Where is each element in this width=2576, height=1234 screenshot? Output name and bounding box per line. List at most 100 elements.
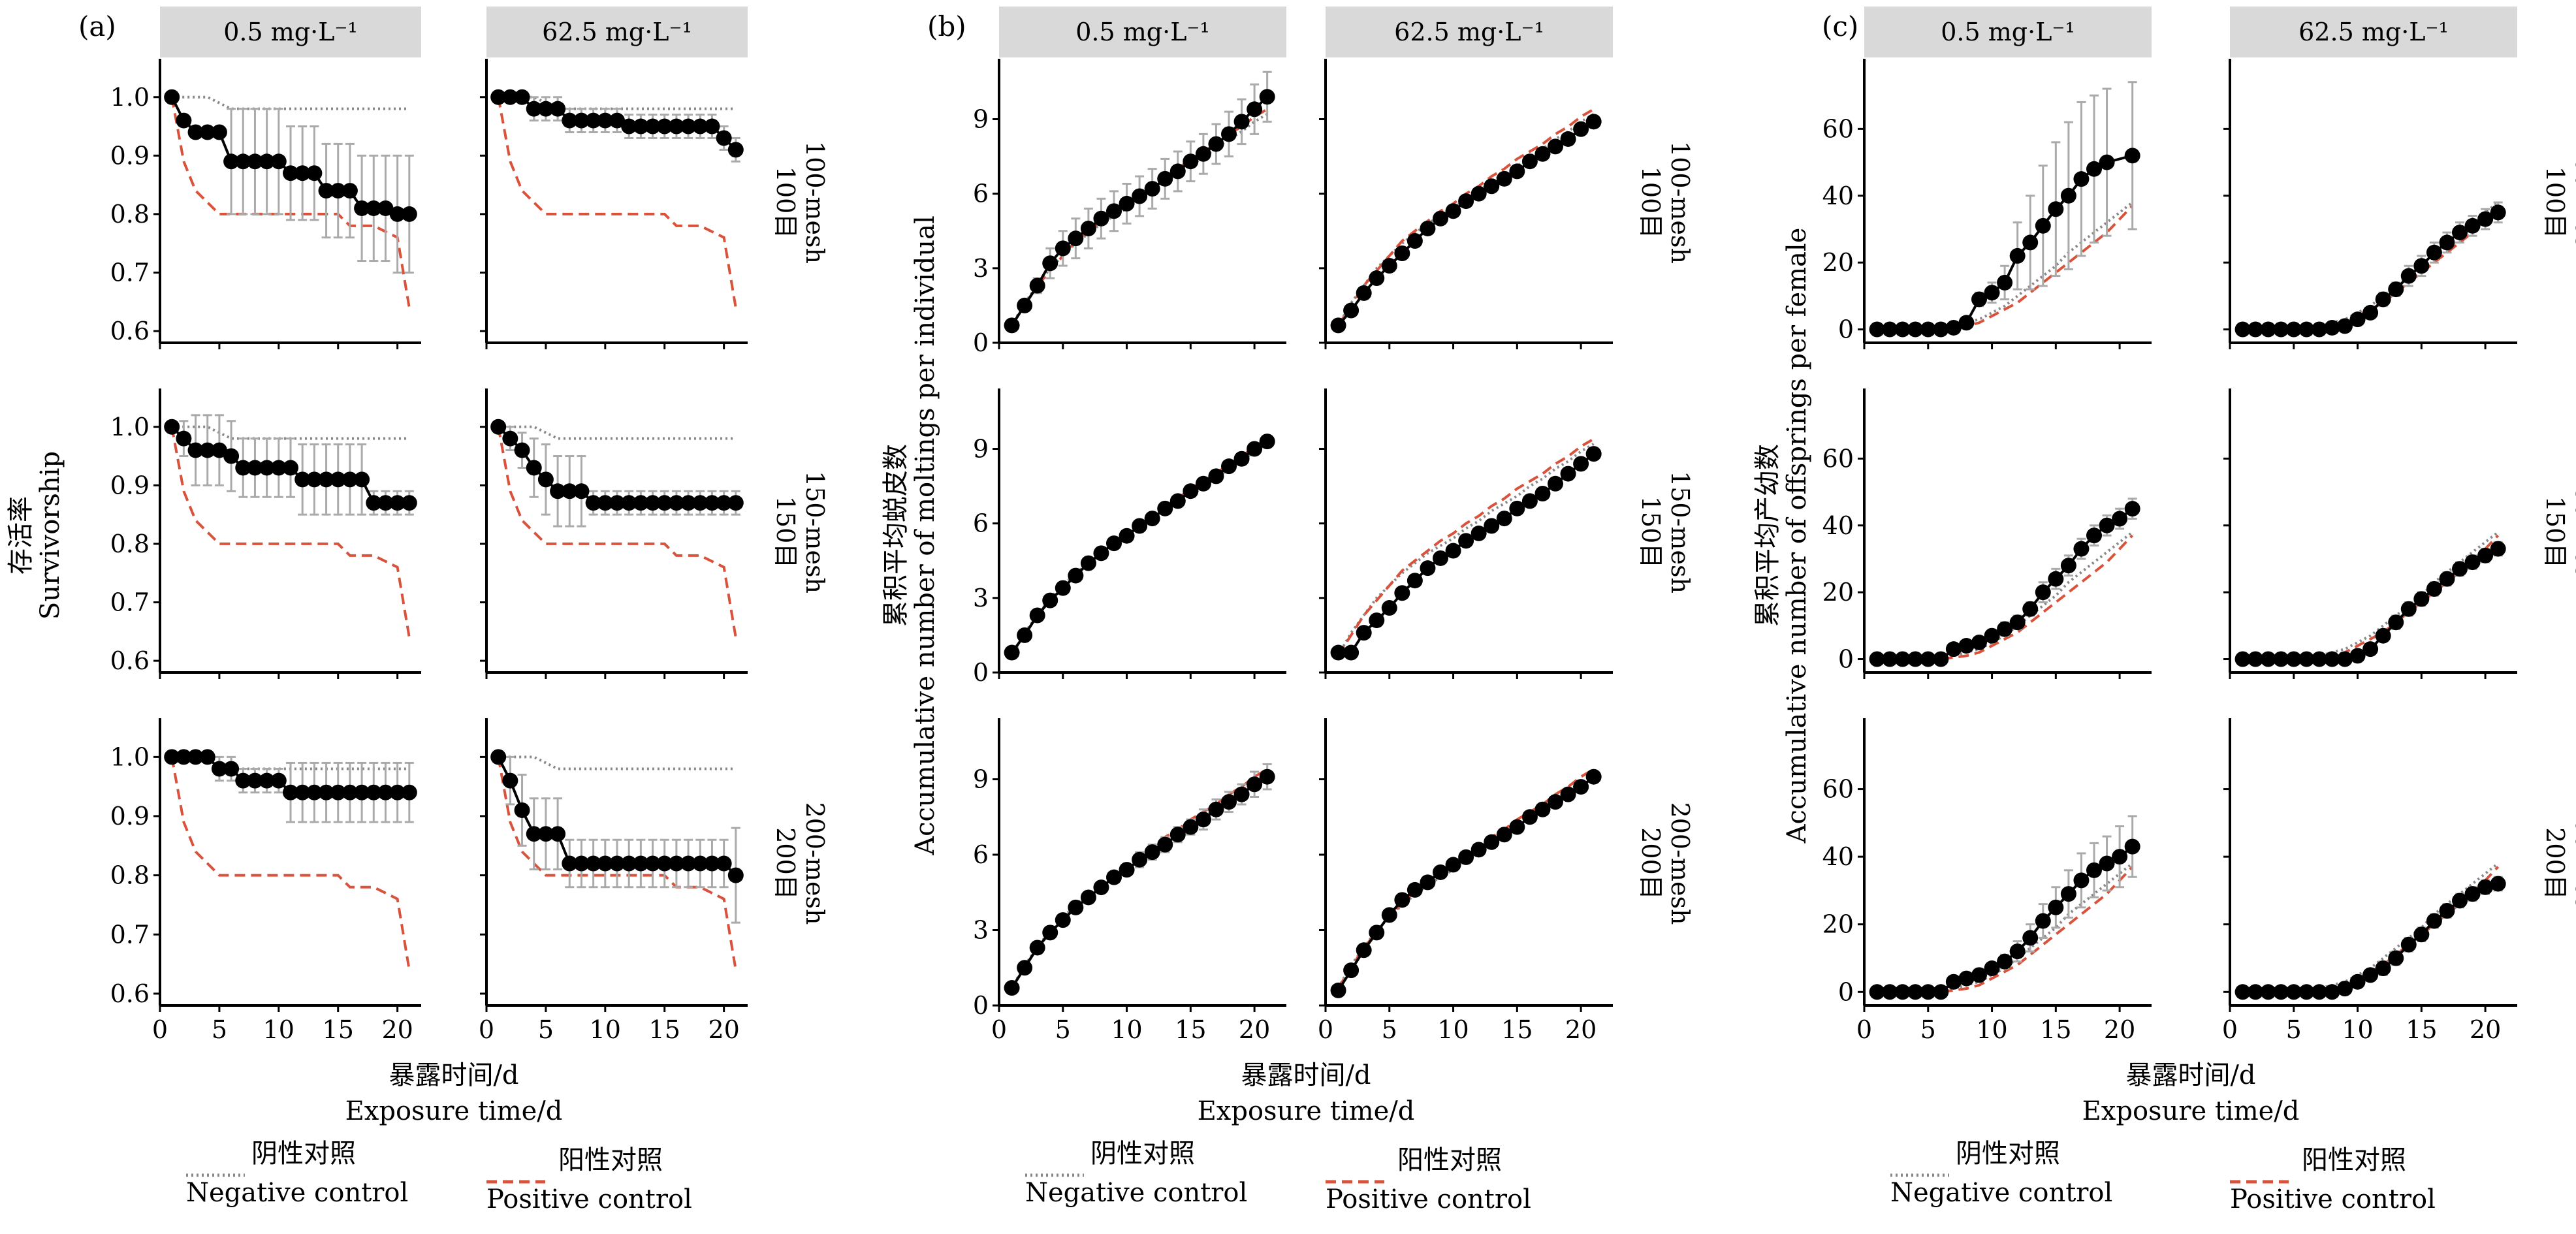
data-point [176, 749, 192, 765]
y-axis-title-en: Accumulative number of offsprings per fe… [1782, 228, 1812, 844]
x-tick-label: 5 [212, 1015, 227, 1044]
data-point [1958, 970, 1975, 987]
x-axis-title-en: Exposure time/d [345, 1096, 563, 1126]
data-point [1394, 892, 1410, 908]
data-point [1106, 869, 1122, 885]
data-point [2273, 321, 2289, 338]
data-point [1132, 851, 1148, 868]
x-tick-label: 0 [991, 1015, 1007, 1044]
data-point [330, 471, 346, 488]
data-point [1330, 982, 1346, 998]
facet-strip-label: 0.5 mg·L⁻¹ [223, 18, 357, 46]
data-point [2311, 651, 2327, 667]
y-tick-label: 1.0 [110, 83, 150, 112]
y-tick-label: 6 [973, 509, 989, 538]
negative-control-line [1010, 443, 1268, 656]
data-point [2426, 244, 2442, 261]
y-tick-label: 0.9 [110, 141, 150, 170]
data-point [526, 826, 542, 842]
x-tick-label: 5 [1055, 1015, 1071, 1044]
data-point [199, 442, 215, 458]
facet-strip [160, 7, 421, 57]
negative-control-line [498, 755, 736, 770]
data-point [2413, 591, 2430, 607]
data-point [1458, 533, 1474, 549]
data-point [2248, 651, 2264, 667]
mesh-label-en: 200-mesh [801, 802, 829, 925]
mesh-label-zh: 150目 [771, 496, 800, 569]
data-point [377, 495, 394, 511]
data-point [294, 471, 311, 488]
x-tick-label: 10 [1111, 1015, 1142, 1044]
data-point [2124, 148, 2140, 164]
data-point [1958, 638, 1975, 654]
panel-0-5: 0 5 10 15 20 200目 200-mesh [479, 718, 829, 1044]
data-point [294, 165, 311, 182]
data-point [656, 855, 673, 872]
x-axis-title-en: Exposure time/d [1198, 1096, 1415, 1126]
data-point [366, 200, 382, 216]
data-point [1221, 794, 1237, 810]
data-point [2009, 247, 2026, 264]
y-tick-label: 40 [1822, 842, 1854, 871]
data-point [1093, 879, 1109, 896]
data-point [2099, 855, 2115, 872]
data-point [2439, 234, 2455, 251]
data-point [1132, 518, 1148, 534]
data-point [270, 153, 287, 170]
data-point [514, 89, 530, 105]
y-tick-label: 1.0 [110, 742, 150, 771]
x-tick-label: 0 [152, 1015, 168, 1044]
positive-control-line [497, 97, 737, 308]
panel-2-0: 0 20 40 60 0.5 mg·L⁻¹ [1822, 7, 2152, 349]
data-point [1496, 511, 1512, 527]
data-point [692, 118, 708, 134]
positive-control-line [1337, 437, 1595, 656]
data-point [562, 483, 578, 499]
data-point [656, 118, 673, 134]
data-point [550, 483, 566, 499]
mesh-label-zh: 100目 [2541, 166, 2569, 239]
data-point [716, 130, 732, 146]
data-point [1080, 555, 1096, 571]
data-point [1356, 625, 1372, 641]
data-point [1433, 550, 1448, 566]
x-tick-label: 5 [1920, 1015, 1936, 1044]
y-tick-label: 3 [973, 584, 989, 612]
data-point [2464, 554, 2481, 571]
y-tick-label: 9 [973, 765, 989, 794]
legend-positive-zh: 阳性对照 [1397, 1145, 1502, 1175]
data-point [2035, 913, 2051, 929]
data-point [2048, 571, 2064, 587]
data-point [1381, 907, 1397, 923]
facet-strip-label: 0.5 mg·L⁻¹ [1941, 18, 2075, 46]
data-point [1882, 984, 1898, 1000]
data-point [1169, 827, 1186, 843]
data-point [1106, 203, 1122, 219]
y-tick-label: 20 [1822, 910, 1854, 939]
data-point [680, 855, 697, 872]
data-point [1920, 651, 1936, 667]
data-point [1068, 230, 1084, 247]
data-point [1394, 585, 1410, 601]
data-point [1183, 819, 1199, 835]
data-point [1445, 203, 1461, 219]
data-point [2490, 876, 2506, 892]
data-point [633, 855, 649, 872]
data-point [1560, 131, 1576, 147]
data-point [247, 772, 263, 789]
data-point [2073, 541, 2090, 557]
data-point [1920, 984, 1936, 1000]
data-point [164, 419, 180, 435]
x-tick-label: 0 [2222, 1015, 2238, 1044]
data-point [2260, 651, 2276, 667]
data-point [704, 495, 720, 511]
x-tick-label: 20 [1239, 1015, 1270, 1044]
data-point [1984, 627, 2000, 644]
data-point [1381, 258, 1397, 274]
data-point [1984, 960, 2000, 977]
mesh-label-en: 150-mesh [2570, 471, 2576, 593]
data-point [354, 471, 370, 488]
data-point [633, 495, 649, 511]
data-point [1882, 651, 1898, 667]
